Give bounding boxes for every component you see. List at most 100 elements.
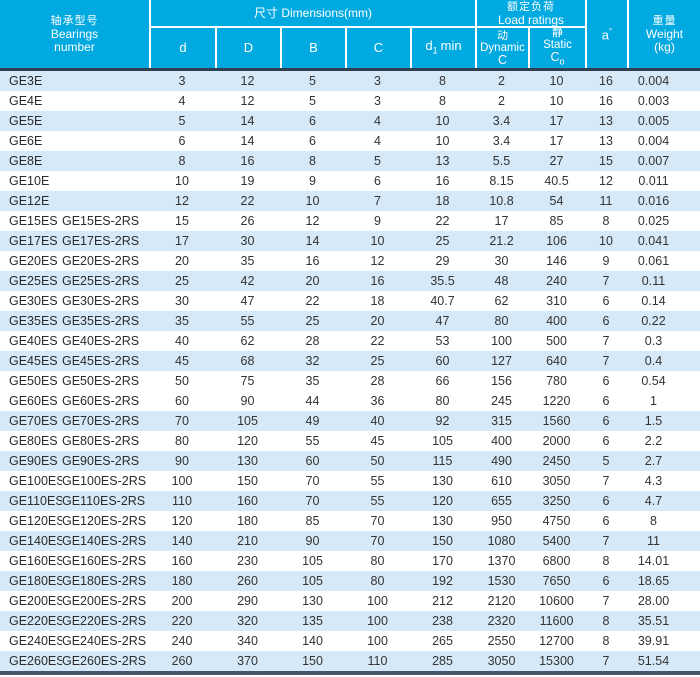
cell-D: 22 bbox=[240, 194, 255, 208]
cell-B: 70 bbox=[305, 494, 320, 508]
cell-weight_kg: 2.2 bbox=[644, 434, 663, 448]
cell-weight_kg: 14.01 bbox=[637, 554, 670, 568]
cell-d: 45 bbox=[175, 354, 189, 368]
cell-d: 40 bbox=[175, 334, 189, 348]
cell-static_Co: 3250 bbox=[542, 494, 571, 508]
cell-d: 6 bbox=[178, 134, 186, 148]
header-bearings-en1: Bearings bbox=[50, 26, 99, 41]
cell-d: 70 bbox=[175, 414, 189, 428]
cell-model2: GE17ES-2RS bbox=[62, 234, 140, 248]
cell-dynamic_C: 490 bbox=[491, 454, 512, 468]
cell-dynamic_C: 62 bbox=[494, 294, 509, 308]
header-bearings-number: 轴承型号 Bearings number bbox=[0, 0, 149, 68]
cell-weight_kg: 39.91 bbox=[637, 634, 670, 648]
cell-D: 55 bbox=[240, 314, 255, 328]
cell-static_Co: 10600 bbox=[539, 594, 574, 608]
cell-model: GE20ES bbox=[9, 254, 58, 268]
cell-C: 110 bbox=[367, 654, 388, 668]
cell-dynamic_C: 30 bbox=[494, 254, 509, 268]
cell-weight_kg: 2.7 bbox=[644, 454, 663, 468]
cell-d1_min: 212 bbox=[432, 594, 453, 608]
table-row: GE200ES GE200ES-2RS 200 290 130 100 212 2120 106… bbox=[0, 591, 700, 611]
cell-static_Co: 780 bbox=[546, 374, 567, 388]
cell-d: 20 bbox=[175, 254, 189, 268]
cell-d: 220 bbox=[171, 614, 193, 628]
cell-d1_min: 13 bbox=[435, 154, 450, 168]
table-row: GE15ES GE15ES-2RS 15 26 12 9 22 17 85 8 0.025 bbox=[0, 211, 700, 231]
cell-D: 160 bbox=[237, 494, 258, 508]
cell-dynamic_C: 1370 bbox=[487, 554, 516, 568]
cell-model2: GE50ES-2RS bbox=[62, 374, 140, 388]
cell-model2: GE220ES-2RS bbox=[62, 614, 147, 628]
cell-d: 100 bbox=[171, 474, 193, 488]
cell-static_Co: 1220 bbox=[542, 394, 571, 408]
cell-d: 160 bbox=[171, 554, 193, 568]
cell-static_Co: 310 bbox=[546, 294, 567, 308]
cell-C: 100 bbox=[367, 614, 388, 628]
cell-a_deg: 6 bbox=[602, 574, 610, 588]
cell-weight_kg: 0.004 bbox=[637, 134, 670, 148]
cell-dynamic_C: 5.5 bbox=[492, 154, 511, 168]
table-row: GE80ES GE80ES-2RS 80 120 55 45 105 400 2000 6 2.2 bbox=[0, 431, 700, 451]
table-row: GE140ES GE140ES-2RS 140 210 90 70 150 1080 5400 7… bbox=[0, 531, 700, 551]
cell-model2 bbox=[62, 91, 149, 111]
header-load-ratings: 额定负荷 Load ratings bbox=[475, 0, 585, 26]
cell-B: 5 bbox=[309, 74, 316, 88]
cell-B: 140 bbox=[302, 634, 323, 648]
cell-C: 45 bbox=[370, 434, 385, 448]
header-col-dynamic: 动 Dynamic C bbox=[475, 26, 528, 68]
cell-model: GE110ES bbox=[9, 494, 62, 508]
cell-C: 28 bbox=[370, 374, 385, 388]
cell-d1_min: 170 bbox=[432, 554, 453, 568]
cell-B: 49 bbox=[305, 414, 320, 428]
cell-dynamic_C: 2120 bbox=[487, 594, 516, 608]
cell-C: 3 bbox=[374, 74, 381, 88]
cell-C: 50 bbox=[370, 454, 385, 468]
cell-a_deg: 8 bbox=[602, 554, 610, 568]
cell-B: 105 bbox=[302, 554, 323, 568]
cell-B: 32 bbox=[305, 354, 320, 368]
cell-weight_kg: 0.007 bbox=[637, 154, 670, 168]
cell-a_deg: 16 bbox=[599, 74, 613, 88]
cell-a_deg: 15 bbox=[599, 154, 613, 168]
header-col-static: 静 Static Co bbox=[528, 26, 585, 68]
cell-model: GE160ES bbox=[9, 554, 62, 568]
cell-D: 62 bbox=[240, 334, 255, 348]
cell-model2: GE30ES-2RS bbox=[62, 294, 140, 308]
cell-model: GE6E bbox=[9, 134, 43, 148]
cell-static_Co: 85 bbox=[549, 214, 564, 228]
cell-dynamic_C: 2 bbox=[498, 94, 505, 108]
cell-model2: GE35ES-2RS bbox=[62, 314, 140, 328]
cell-model: GE40ES bbox=[9, 334, 58, 348]
cell-weight_kg: 28.00 bbox=[637, 594, 670, 608]
cell-model: GE12E bbox=[9, 194, 50, 208]
cell-D: 19 bbox=[240, 174, 255, 188]
cell-model2: GE140ES-2RS bbox=[62, 534, 147, 548]
cell-weight_kg: 0.4 bbox=[644, 354, 663, 368]
table-row: GE50ES GE50ES-2RS 50 75 35 28 66 156 780 6 0.54 bbox=[0, 371, 700, 391]
cell-dynamic_C: 8.15 bbox=[489, 174, 514, 188]
cell-C: 6 bbox=[374, 174, 381, 188]
cell-model: GE45ES bbox=[9, 354, 58, 368]
cell-B: 16 bbox=[305, 254, 320, 268]
cell-C: 10 bbox=[370, 234, 385, 248]
cell-model: GE90ES bbox=[9, 454, 58, 468]
cell-model: GE50ES bbox=[9, 374, 58, 388]
table-row: GE90ES GE90ES-2RS 90 130 60 50 115 490 2450 5 2.7 bbox=[0, 451, 700, 471]
cell-model: GE260ES bbox=[9, 654, 62, 668]
cell-B: 60 bbox=[305, 454, 320, 468]
cell-d1_min: 265 bbox=[432, 634, 453, 648]
cell-d1_min: 16 bbox=[435, 174, 450, 188]
cell-static_Co: 400 bbox=[546, 314, 567, 328]
cell-D: 14 bbox=[240, 114, 255, 128]
cell-d1_min: 120 bbox=[432, 494, 453, 508]
cell-weight_kg: 0.004 bbox=[637, 74, 670, 88]
cell-a_deg: 7 bbox=[602, 654, 610, 668]
cell-d1_min: 92 bbox=[435, 414, 450, 428]
cell-a_deg: 13 bbox=[599, 114, 613, 128]
table-row: GE260ES GE260ES-2RS 260 370 150 110 285 3050 153… bbox=[0, 651, 700, 671]
table-row: GE60ES GE60ES-2RS 60 90 44 36 80 245 1220 6 1 bbox=[0, 391, 700, 411]
cell-C: 80 bbox=[370, 554, 385, 568]
bottom-divider bbox=[0, 671, 700, 675]
cell-dynamic_C: 1080 bbox=[487, 534, 516, 548]
